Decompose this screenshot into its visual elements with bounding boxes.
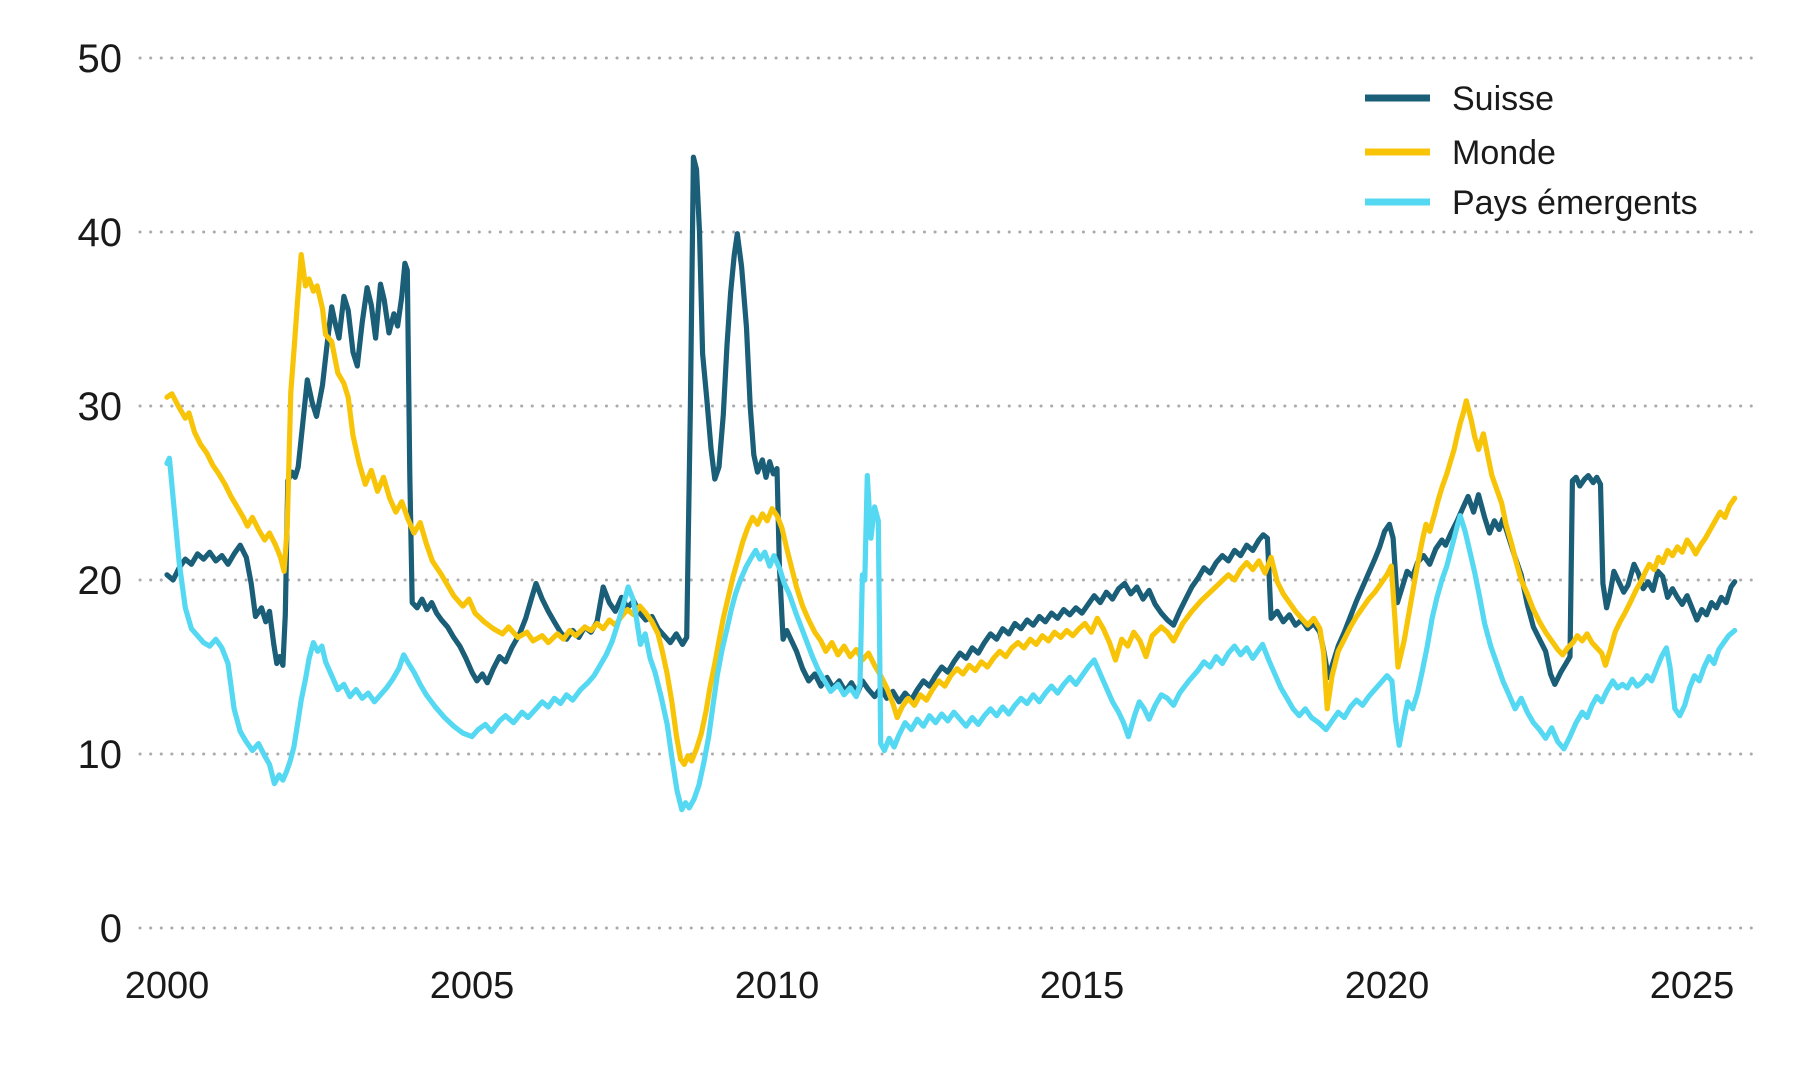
y-tick-label-0: 0 (100, 907, 122, 951)
x-axis-labels: 2000 2005 2010 2015 2020 2025 (125, 965, 1735, 1007)
chart-legend: Suisse Monde Pays émergents (1365, 80, 1698, 222)
x-tick-label-2010: 2010 (735, 965, 820, 1007)
legend-label-pays-emergents: Pays émergents (1452, 184, 1698, 222)
series-line-suisse (164, 154, 1738, 705)
x-tick-label-2025: 2025 (1650, 965, 1735, 1007)
y-tick-label-10: 10 (78, 733, 123, 777)
y-tick-label-50: 50 (78, 37, 123, 81)
legend-item-pays-emergents: Pays émergents (1365, 184, 1698, 222)
series-line-monde (164, 252, 1738, 768)
series-layer (164, 154, 1738, 813)
legend-item-suisse: Suisse (1365, 80, 1554, 118)
y-tick-label-20: 20 (78, 559, 123, 603)
y-tick-label-30: 30 (78, 385, 123, 429)
x-tick-label-2005: 2005 (430, 965, 515, 1007)
gridlines-layer (138, 56, 1758, 930)
x-tick-label-2020: 2020 (1345, 965, 1430, 1007)
y-tick-label-40: 40 (78, 211, 123, 255)
y-axis-labels: 0 10 20 30 40 50 (78, 37, 123, 951)
legend-label-suisse: Suisse (1452, 80, 1554, 118)
legend-label-monde: Monde (1452, 134, 1556, 172)
x-tick-label-2015: 2015 (1040, 965, 1125, 1007)
x-tick-label-2000: 2000 (125, 965, 210, 1007)
legend-item-monde: Monde (1365, 134, 1556, 172)
series-line-pays-emergents (164, 455, 1738, 813)
